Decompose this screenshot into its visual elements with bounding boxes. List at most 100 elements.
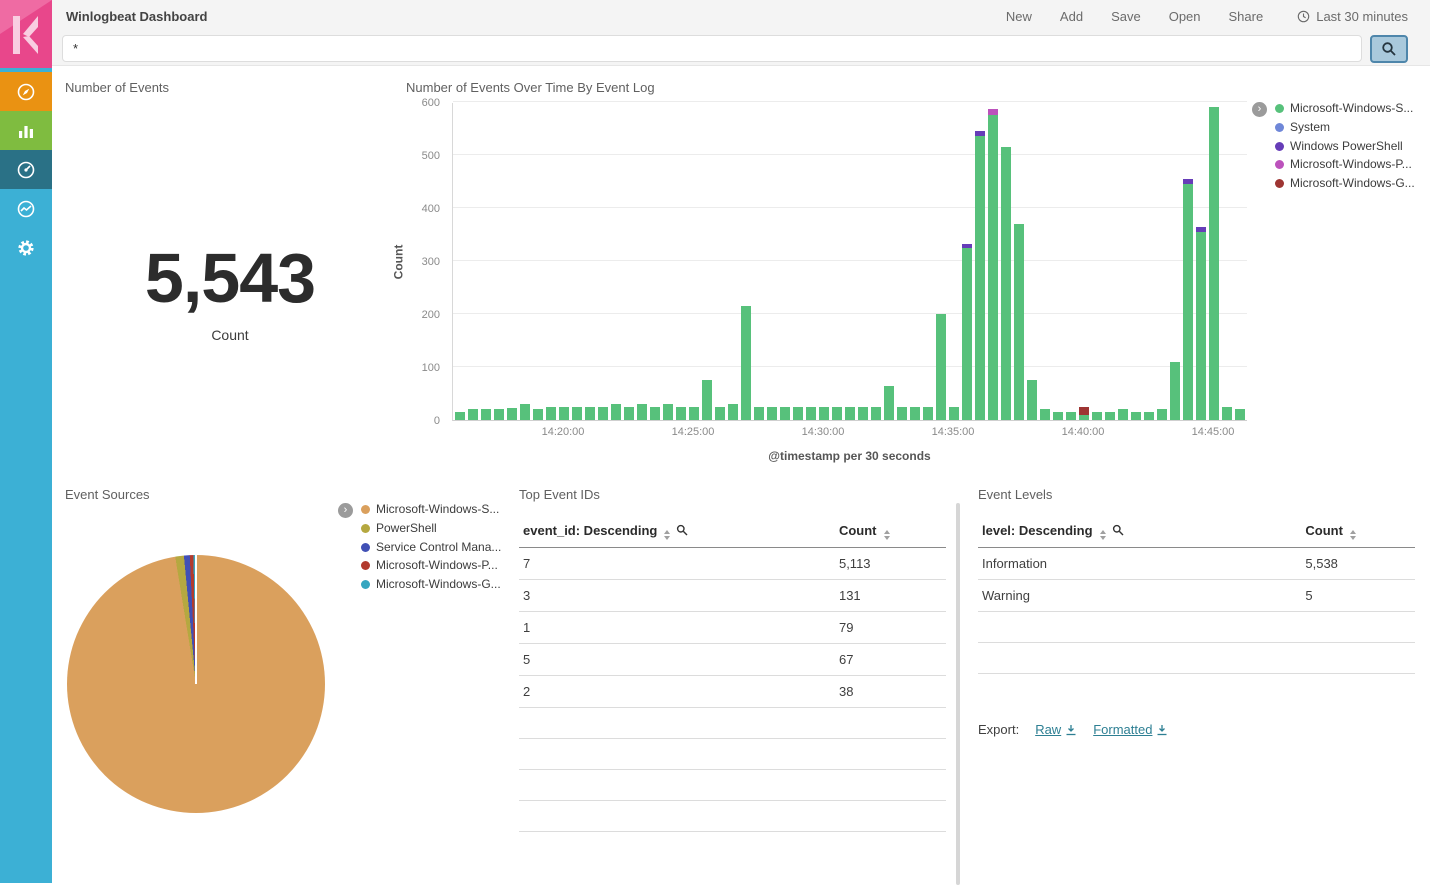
legend-item[interactable]: Microsoft-Windows-S... xyxy=(361,502,501,517)
bar-14:20:00[interactable] xyxy=(559,406,569,420)
column-header-count[interactable]: Count xyxy=(1301,514,1415,548)
export-raw-link[interactable]: Raw xyxy=(1035,722,1077,737)
bar-14:17:30[interactable] xyxy=(494,409,504,420)
legend-item[interactable]: Windows PowerShell xyxy=(1275,139,1415,154)
bar-14:44:30[interactable] xyxy=(1196,226,1206,420)
bar-14:25:30[interactable] xyxy=(702,380,712,420)
column-header-event_id[interactable]: event_id: Descending xyxy=(519,514,835,548)
bar-14:19:00[interactable] xyxy=(533,409,543,420)
bar-14:41:00[interactable] xyxy=(1105,412,1115,420)
bar-14:46:00[interactable] xyxy=(1235,409,1245,420)
sidebar-item-visualize[interactable] xyxy=(0,111,52,150)
bar-14:43:30[interactable] xyxy=(1170,361,1180,420)
bar-14:39:00[interactable] xyxy=(1053,412,1063,420)
bar-14:36:00[interactable] xyxy=(975,131,985,420)
column-header-count[interactable]: Count xyxy=(834,514,946,548)
bar-14:21:30[interactable] xyxy=(598,406,608,420)
sidebar-item-dashboard[interactable] xyxy=(0,150,52,189)
bar-14:22:30[interactable] xyxy=(624,406,634,420)
search-button[interactable] xyxy=(1370,34,1408,63)
sidebar-item-timelion[interactable] xyxy=(0,189,52,228)
bar-14:28:30[interactable] xyxy=(780,406,790,420)
sidebar-item-discover[interactable] xyxy=(0,72,52,111)
sort-icon[interactable] xyxy=(883,530,890,540)
legend-item[interactable]: Microsoft-Windows-P... xyxy=(1275,158,1415,172)
open-button[interactable]: Open xyxy=(1168,8,1201,24)
bar-14:33:00[interactable] xyxy=(897,406,907,420)
legend-item[interactable]: Service Control Mana... xyxy=(361,540,501,555)
legend-item[interactable]: Microsoft-Windows-S... xyxy=(1275,101,1415,116)
bar-14:42:30[interactable] xyxy=(1144,412,1154,420)
bar-14:34:30[interactable] xyxy=(936,314,946,420)
bar-14:35:00[interactable] xyxy=(949,406,959,420)
sort-icon[interactable] xyxy=(1099,530,1106,540)
bar-14:21:00[interactable] xyxy=(585,406,595,420)
bar-14:39:30[interactable] xyxy=(1066,412,1076,420)
column-header-level[interactable]: level: Descending xyxy=(978,514,1302,548)
bar-14:35:30[interactable] xyxy=(962,243,972,420)
bar-14:17:00[interactable] xyxy=(481,409,491,420)
panel-scrollbar[interactable] xyxy=(956,503,960,885)
bar-14:40:00[interactable] xyxy=(1079,406,1089,420)
bar-14:19:30[interactable] xyxy=(546,406,556,420)
filter-magnifier-icon[interactable] xyxy=(1112,524,1124,536)
legend-collapse-icon[interactable]: › xyxy=(1252,102,1267,117)
event-sources-pie[interactable] xyxy=(67,555,325,813)
bar-14:26:30[interactable] xyxy=(728,404,738,420)
bar-14:22:00[interactable] xyxy=(611,404,621,420)
bar-14:38:30[interactable] xyxy=(1040,409,1050,420)
bar-14:24:30[interactable] xyxy=(676,406,686,420)
share-button[interactable]: Share xyxy=(1228,8,1264,24)
time-picker-button[interactable]: Last 30 minutes xyxy=(1297,9,1408,24)
bar-14:23:00[interactable] xyxy=(637,404,647,420)
bar-14:45:30[interactable] xyxy=(1222,406,1232,420)
kibana-logo[interactable] xyxy=(0,0,52,68)
sort-icon[interactable] xyxy=(1349,530,1356,540)
add-button[interactable]: Add xyxy=(1059,8,1084,24)
bar-14:32:00[interactable] xyxy=(871,406,881,420)
bar-14:33:30[interactable] xyxy=(910,406,920,420)
bar-14:16:00[interactable] xyxy=(455,412,465,420)
legend-collapse-icon[interactable]: › xyxy=(338,503,353,518)
bar-14:16:30[interactable] xyxy=(468,409,478,420)
bar-14:32:30[interactable] xyxy=(884,385,894,420)
bar-14:24:00[interactable] xyxy=(663,404,673,420)
bar-14:43:00[interactable] xyxy=(1157,409,1167,420)
bar-14:29:30[interactable] xyxy=(806,406,816,420)
bar-14:37:00[interactable] xyxy=(1001,147,1011,420)
legend-item[interactable]: Microsoft-Windows-G... xyxy=(1275,176,1415,191)
sidebar-item-management[interactable] xyxy=(0,228,52,267)
bar-14:18:30[interactable] xyxy=(520,404,530,420)
bar-14:44:00[interactable] xyxy=(1183,178,1193,420)
sort-icon[interactable] xyxy=(664,530,671,540)
bar-14:27:00[interactable] xyxy=(741,306,751,420)
bar-14:40:30[interactable] xyxy=(1092,412,1102,420)
bar-14:34:00[interactable] xyxy=(923,406,933,420)
filter-magnifier-icon[interactable] xyxy=(676,524,688,536)
bar-14:31:00[interactable] xyxy=(845,406,855,420)
bar-14:38:00[interactable] xyxy=(1027,380,1037,420)
bar-14:20:30[interactable] xyxy=(572,406,582,420)
bar-14:23:30[interactable] xyxy=(650,406,660,420)
bar-14:37:30[interactable] xyxy=(1014,223,1024,420)
bar-14:30:00[interactable] xyxy=(819,406,829,420)
bar-14:41:30[interactable] xyxy=(1118,409,1128,420)
legend-item[interactable]: Microsoft-Windows-P... xyxy=(361,559,501,573)
bar-14:29:00[interactable] xyxy=(793,406,803,420)
save-button[interactable]: Save xyxy=(1111,8,1141,24)
bar-14:30:30[interactable] xyxy=(832,406,842,420)
bar-14:31:30[interactable] xyxy=(858,406,868,420)
bar-14:26:00[interactable] xyxy=(715,406,725,420)
bar-14:18:00[interactable] xyxy=(507,408,517,420)
bar-14:28:00[interactable] xyxy=(767,406,777,420)
bar-14:42:00[interactable] xyxy=(1131,412,1141,420)
bar-14:45:00[interactable] xyxy=(1209,107,1219,420)
bar-14:36:30[interactable] xyxy=(988,108,998,420)
legend-item[interactable]: Microsoft-Windows-G... xyxy=(361,577,501,592)
legend-item[interactable]: System xyxy=(1275,120,1415,135)
bar-14:25:00[interactable] xyxy=(689,406,699,420)
export-formatted-link[interactable]: Formatted xyxy=(1093,722,1168,737)
bar-14:27:30[interactable] xyxy=(754,406,764,420)
legend-item[interactable]: PowerShell xyxy=(361,521,501,536)
search-input[interactable] xyxy=(62,35,1362,62)
